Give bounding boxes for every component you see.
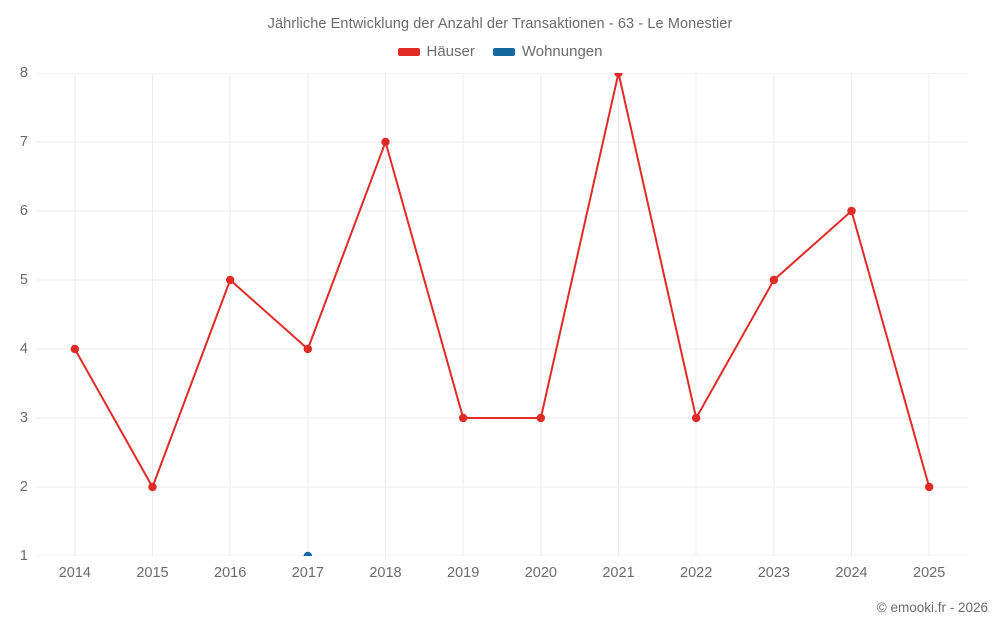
y-axis-tick-labels: 1 2 3 4 5 6 7 8 <box>0 66 28 563</box>
legend-label-wohnungen: Wohnungen <box>521 43 603 60</box>
data-point-häuser-2017[interactable] <box>303 344 313 354</box>
chart-title: Jährliche Entwicklung der Anzahl der Tra… <box>267 16 733 32</box>
data-point-häuser-2021[interactable] <box>614 73 623 78</box>
y-axis-tick-2: 2 <box>19 478 28 495</box>
plot-svg <box>36 73 968 556</box>
legend-label-haeuser: Häuser <box>426 43 475 60</box>
legend-item-haeuser[interactable]: Häuser <box>397 43 475 60</box>
legend-swatch-wohnungen <box>492 47 515 56</box>
x-axis-tick-2025: 2025 <box>913 565 946 581</box>
chart-legend: Häuser Wohnungen <box>0 44 1000 59</box>
y-axis-tick-4: 4 <box>19 340 28 357</box>
y-axis-tick-1: 1 <box>19 547 28 564</box>
y-axis-tick-8: 8 <box>19 64 28 81</box>
x-axis-tick-2024: 2024 <box>835 565 868 581</box>
y-axis-tick-3: 3 <box>19 409 28 426</box>
data-point-häuser-2024[interactable] <box>847 206 856 216</box>
x-axis-tick-2019: 2019 <box>447 565 480 581</box>
x-axis-tick-2020: 2020 <box>524 565 557 581</box>
x-axis-tick-2023: 2023 <box>757 565 790 581</box>
series-line-häuser <box>73 73 931 488</box>
data-point-häuser-2022[interactable] <box>691 413 701 423</box>
data-point-häuser-2015[interactable] <box>148 482 157 492</box>
data-point-wohnungen-2017[interactable] <box>303 551 313 556</box>
x-axis-tick-2021: 2021 <box>602 565 635 581</box>
legend-swatch-haeuser <box>397 47 420 56</box>
data-point-häuser-2016[interactable] <box>225 275 235 285</box>
y-axis-tick-5: 5 <box>19 271 28 288</box>
x-axis-tick-2015: 2015 <box>136 565 169 581</box>
x-axis-tick-2016: 2016 <box>214 565 247 581</box>
plot-area <box>36 73 968 556</box>
data-point-häuser-2020[interactable] <box>536 413 546 423</box>
x-axis-tick-2018: 2018 <box>369 565 402 581</box>
x-axis-tick-2014: 2014 <box>58 565 91 581</box>
data-point-häuser-2023[interactable] <box>769 275 779 285</box>
x-axis-tick-2017: 2017 <box>291 565 324 581</box>
data-point-häuser-2019[interactable] <box>458 413 468 423</box>
data-point-häuser-2014[interactable] <box>70 344 80 354</box>
data-point-häuser-2018[interactable] <box>381 137 390 147</box>
x-axis-tick-labels: 2014 2015 2016 2017 2018 2019 2020 2021 2022 2023… <box>36 566 968 588</box>
legend-item-wohnungen[interactable]: Wohnungen <box>492 43 603 60</box>
data-point-häuser-2025[interactable] <box>924 482 934 492</box>
y-axis-tick-6: 6 <box>19 202 28 219</box>
footer-credit: © emooki.fr - 2026 <box>876 600 988 615</box>
y-axis-tick-7: 7 <box>19 133 28 150</box>
x-axis-tick-2022: 2022 <box>680 565 713 581</box>
